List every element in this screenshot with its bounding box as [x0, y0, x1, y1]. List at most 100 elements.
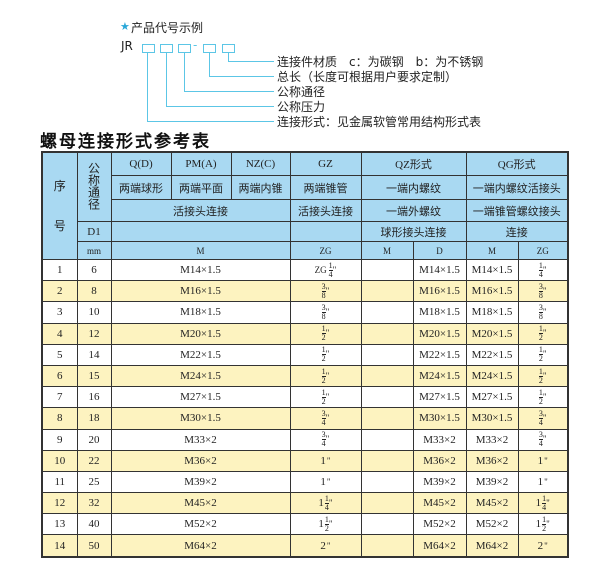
inch-mark: ": [542, 434, 547, 445]
nominal-diameter: 12: [76, 322, 112, 345]
header-cell: M: [110, 241, 291, 260]
inch-mark: ": [544, 455, 548, 466]
gz-zg: 3 4 ": [289, 407, 362, 430]
gz-zg: 3 8 ": [289, 280, 362, 303]
connector-line: [184, 91, 274, 92]
numerator: 1: [324, 493, 329, 504]
inch-mark: ": [326, 476, 331, 487]
qz-m: [360, 364, 414, 388]
code-box-5: [222, 44, 235, 53]
header-cell: D: [412, 241, 467, 260]
table-row: 10 22 M36×2 1" M36×2 M36×2 1": [41, 449, 569, 472]
denominator: 2: [542, 523, 547, 533]
table-row: 2 8 M16×1.5 3 8 " M16×1.5 M16×1.5 3 8 ": [41, 280, 569, 303]
thread-m: M24×1.5: [110, 364, 291, 388]
code-box-4: [203, 44, 216, 53]
code-prefix: JR: [121, 39, 133, 53]
inch-whole: 1: [537, 454, 544, 467]
header-cell: GZ: [289, 151, 362, 176]
denominator: 2: [321, 375, 326, 385]
denominator: 4: [538, 439, 543, 449]
numerator: 1: [538, 345, 543, 356]
seq-bottom: 号: [53, 219, 66, 233]
numerator: 1: [542, 514, 547, 525]
nominal-diameter: 15: [76, 364, 112, 388]
gz-zg: 3 4 ": [289, 428, 362, 451]
numerator: 1: [321, 324, 326, 335]
thread-m: M22×1.5: [110, 343, 291, 366]
connector-line: [209, 53, 210, 76]
header-cell: QG形式: [465, 151, 569, 176]
qz-d: M64×2: [412, 534, 467, 558]
header-cell: 两端锥管: [289, 175, 362, 200]
numerator: 3: [321, 281, 326, 292]
label-length: 总长（长度可根据用户要求定制）: [277, 70, 458, 84]
header-cell: 两端球形: [110, 175, 172, 200]
header-nominal: 公称通径: [76, 151, 112, 222]
inch-mark: ": [332, 264, 337, 275]
inch-mark: ": [542, 264, 547, 275]
denominator: 2: [538, 375, 543, 385]
connector-line: [147, 121, 274, 122]
label-connection-type: 连接形式：见金属软管常用结构形式表: [277, 115, 482, 129]
numerator: 1: [538, 260, 543, 271]
inch-mark: ": [546, 518, 550, 529]
qz-d: M52×2: [412, 513, 467, 536]
thread-m: M33×2: [110, 428, 291, 451]
inch-mark: ": [542, 412, 547, 423]
gz-zg: 1 1 2 ": [289, 513, 362, 536]
inch-mark: ": [542, 307, 547, 317]
thread-m: M14×1.5: [110, 258, 291, 282]
numerator: 3: [321, 302, 326, 313]
table-row: 9 20 M33×2 3 4 " M33×2 M33×2 3 4 ": [41, 428, 569, 451]
qg-zg: 1 1 2 ": [517, 513, 569, 536]
header-cell: M: [360, 241, 414, 260]
header-cell: 两端平面: [170, 175, 232, 200]
denominator: 4: [328, 269, 333, 279]
table-row: 12 32 M45×2 1 1 4 " M45×2 M45×2 1 1 4 ": [41, 492, 569, 515]
header-cell: M: [465, 241, 519, 260]
denominator: 4: [542, 502, 547, 512]
inch-mark: ": [326, 540, 331, 551]
inch-mark: ": [325, 370, 330, 381]
numerator: 3: [321, 408, 326, 419]
numerator: 1: [538, 324, 543, 335]
gz-zg: ZG 1 4 ": [289, 258, 362, 282]
inch-mark: ": [325, 412, 330, 423]
qz-d: M39×2: [412, 470, 467, 494]
inch-whole: 1: [320, 475, 326, 488]
nominal-diameter: 14: [76, 343, 112, 366]
qg-zg: 3 8 ": [517, 301, 569, 324]
header-cell: [289, 221, 362, 242]
row-number: 7: [41, 386, 78, 409]
table-row: 5 14 M22×1.5 1 2 " M22×1.5 M22×1.5 1 2 ": [41, 343, 569, 366]
row-number: 4: [41, 322, 78, 345]
inch-whole: 1: [535, 496, 542, 509]
qg-zg: 3 4 ": [517, 428, 569, 451]
thread-m: M16×1.5: [110, 280, 291, 303]
denominator: 8: [538, 311, 543, 321]
connector-line: [209, 76, 274, 77]
inch-whole: 1: [320, 454, 326, 467]
nominal-diameter: 40: [76, 513, 112, 536]
zg-prefix: ZG: [314, 264, 327, 275]
nominal-diameter: 10: [76, 301, 112, 324]
qz-d: M45×2: [412, 492, 467, 515]
inch-mark: ": [325, 328, 330, 339]
numerator: 1: [538, 366, 543, 377]
qg-m: M27×1.5: [465, 386, 519, 409]
denominator: 4: [321, 439, 326, 449]
connector-line: [228, 53, 229, 61]
denominator: 4: [538, 417, 543, 427]
denominator: 8: [321, 290, 326, 300]
qg-zg: 3 8 ": [517, 280, 569, 303]
nominal-diameter: 50: [76, 534, 112, 558]
